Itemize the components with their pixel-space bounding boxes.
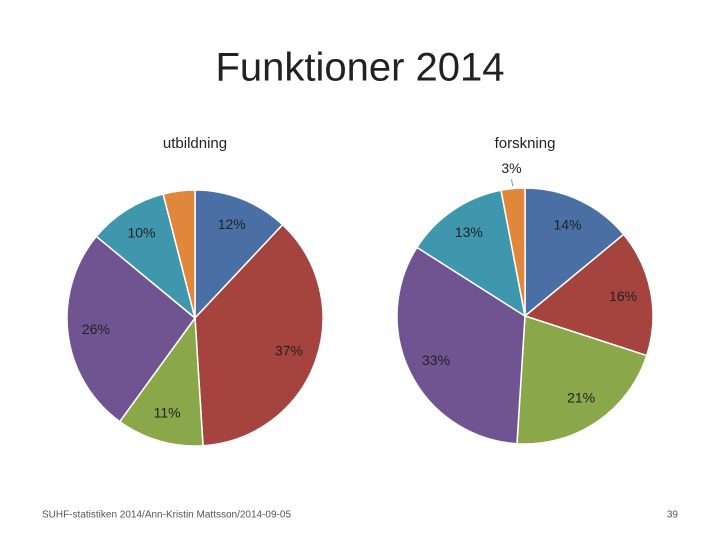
slide-title: Funktioner 2014 [215, 46, 504, 90]
pie-slice [500, 187, 526, 317]
data-label: 21% [567, 389, 595, 405]
pie-slice [524, 187, 625, 318]
pie-slice [194, 223, 324, 447]
data-label: 10% [127, 224, 155, 240]
footer: SUHF-statistiken 2014/Ann-Kristin Mattss… [42, 510, 291, 521]
chart-title: utbildning [163, 135, 227, 152]
data-label: 26% [82, 321, 110, 337]
pie-slice [516, 314, 648, 445]
data-label: 13% [455, 224, 483, 240]
data-label: 3% [501, 160, 521, 176]
pie-slice [118, 315, 204, 447]
pie-slice [523, 233, 654, 357]
page-number: 39 [667, 510, 679, 521]
data-label: 14% [553, 216, 581, 232]
pie-slice [162, 189, 196, 319]
chart-title: forskning [495, 135, 556, 152]
pie-slice [194, 189, 284, 320]
pie-slice [415, 189, 527, 318]
data-label: 33% [422, 352, 450, 368]
data-label: 37% [275, 343, 303, 359]
data-label: 12% [218, 216, 246, 232]
pie-slice [66, 235, 197, 423]
pie-slice [95, 193, 197, 321]
data-label: 11% [154, 405, 181, 421]
leader-line [511, 179, 514, 187]
data-label: 16% [609, 288, 637, 304]
